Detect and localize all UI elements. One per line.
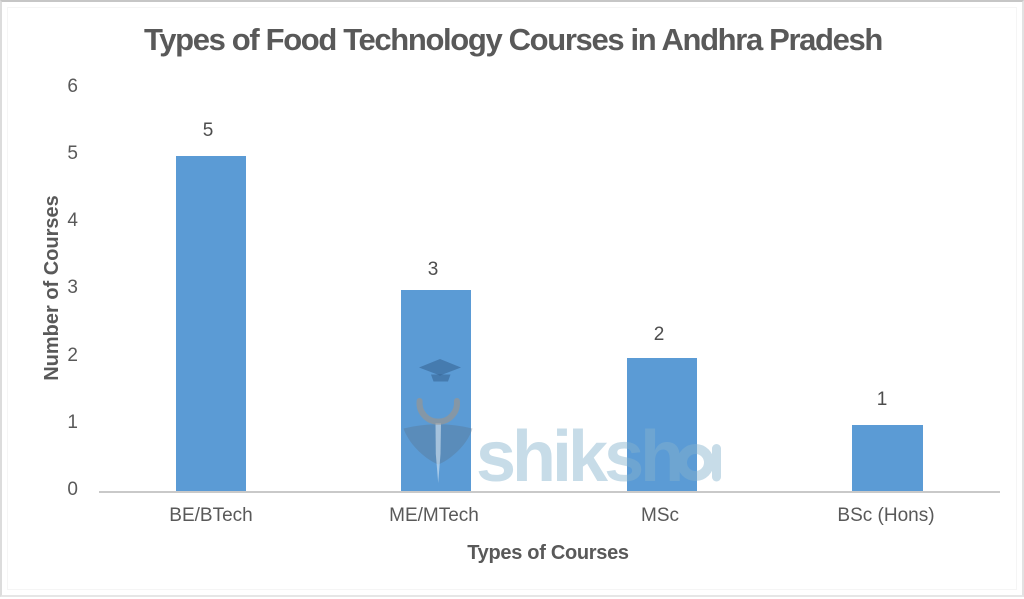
svg-text:shiksh: shiksh [476, 417, 680, 497]
